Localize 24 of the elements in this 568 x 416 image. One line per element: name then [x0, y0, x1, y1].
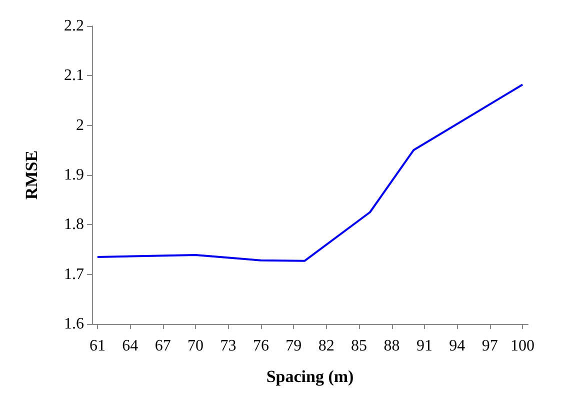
y-tick-label: 2 [76, 116, 84, 134]
x-tick-label: 67 [154, 338, 171, 354]
x-tick-label: 97 [482, 338, 498, 354]
y-tick-label: 1.9 [64, 166, 84, 184]
y-tick-label: 1.7 [64, 266, 84, 283]
y-axis-title: RMSE [22, 150, 41, 200]
x-tick-label: 82 [318, 338, 334, 354]
x-tick-label: 64 [122, 338, 138, 354]
x-tick-label: 70 [188, 338, 204, 354]
x-tick-label: 94 [449, 338, 466, 354]
y-tick-label: 1.6 [64, 316, 84, 332]
x-tick-label: 91 [416, 338, 432, 354]
x-tick-label: 76 [252, 338, 269, 354]
y-tick-label: 1.8 [64, 216, 84, 234]
x-axis-title: Spacing (m) [266, 367, 354, 386]
line-series [96, 84, 524, 262]
x-tick-label: 79 [286, 338, 302, 354]
x-tick-label: 61 [89, 338, 106, 354]
x-tick-label: 88 [384, 338, 400, 354]
x-tick-label: 73 [220, 338, 236, 354]
y-tick-label: 2.2 [64, 18, 84, 34]
y-tick-label: 2.1 [64, 67, 84, 84]
x-tick-label: 100 [510, 338, 535, 354]
x-tick-label: 85 [351, 338, 368, 354]
